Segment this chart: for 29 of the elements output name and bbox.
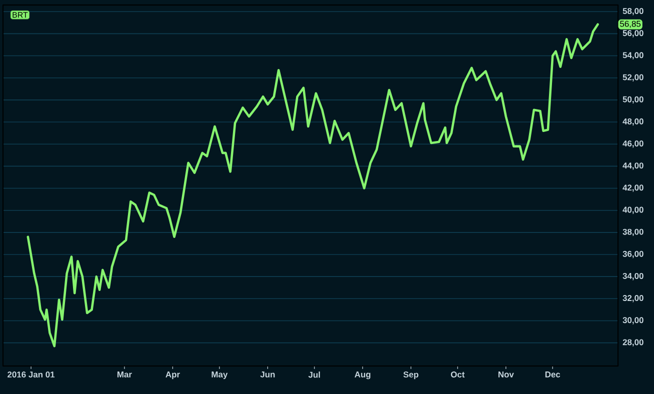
x-tick-label: Jul: [308, 372, 320, 378]
x-tick-label: May: [212, 372, 228, 380]
annotation: 56,85: [620, 20, 641, 28]
y-tick-label: 34,00: [622, 272, 644, 280]
y-tick-label: 50,00: [622, 96, 644, 104]
y-tick-label: 54,00: [622, 52, 644, 60]
y-tick-label: 36,00: [622, 250, 644, 258]
x-tick-label: Mar: [117, 372, 132, 378]
x-tick-label: Sep: [403, 372, 418, 380]
y-tick-label: 30,00: [622, 317, 644, 324]
x-tick-label: Aug: [354, 372, 370, 380]
line-series: [26, 23, 599, 348]
y-tick-label: 52,00: [622, 74, 644, 82]
y-tick-label: 38,00: [622, 228, 644, 236]
y-tick-label: 42,00: [622, 184, 644, 192]
y-tick-label: 58,00: [622, 8, 644, 16]
x-tick-label: 2016 Jan 01: [8, 372, 55, 378]
y-tick-label: 46,00: [622, 140, 644, 148]
y-tick-label: 48,00: [622, 118, 644, 126]
y-tick-label: 32,00: [622, 295, 644, 302]
x-tick-label: Dec: [545, 372, 560, 378]
x-tick-label: Apr: [166, 372, 180, 380]
x-tick-label: Oct: [450, 372, 465, 378]
x-tick-label: Jun: [260, 372, 275, 378]
x-tick-label: Nov: [498, 372, 514, 378]
y-tick-label: 28,00: [622, 339, 644, 346]
y-tick-label: 40,00: [622, 206, 644, 214]
y-tick-label: 44,00: [622, 162, 644, 170]
y-tick-label: 56,00: [622, 30, 644, 38]
